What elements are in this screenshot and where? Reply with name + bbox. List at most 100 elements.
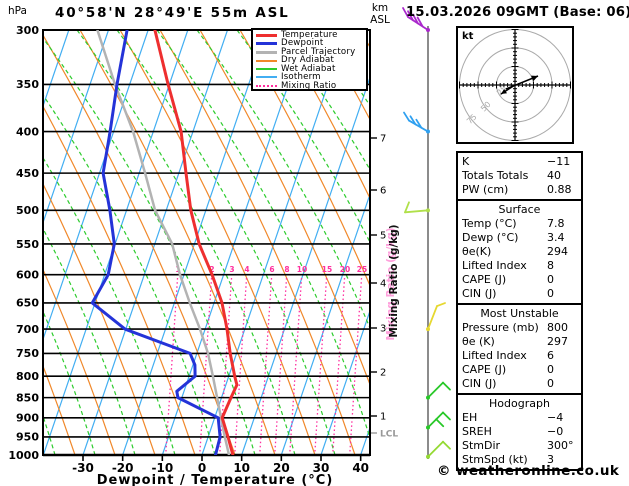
stat-row: Lifted Index 8	[458, 259, 581, 273]
stat-row: SREH −0	[458, 425, 581, 439]
stat-label: Lifted Index	[462, 349, 527, 362]
stat-label: SREH	[462, 425, 492, 438]
svg-text:25: 25	[357, 265, 367, 274]
temperature-axis: -30 -20 -10 0 10 20 30 40 Dewpoint / Temperature…	[72, 456, 369, 486]
most-unstable-box: Most Unstable Pressure (mb) 800 θe (K) 297…	[456, 303, 583, 395]
stat-row: Lifted Index 6	[458, 349, 581, 363]
svg-text:2: 2	[209, 265, 214, 274]
stat-value: 0.88	[547, 183, 572, 196]
stat-label: θe(K)	[462, 245, 492, 258]
wind-barb	[402, 7, 430, 32]
stat-value: 6	[547, 349, 554, 362]
stat-value: −0	[547, 425, 564, 438]
svg-text:600: 600	[16, 268, 39, 281]
stat-row: StmDir 300°	[458, 439, 581, 453]
stat-label: StmSpd (kt)	[462, 453, 528, 466]
stat-value: 0	[547, 363, 554, 376]
svg-text:650: 650	[16, 297, 39, 310]
svg-text:950: 950	[16, 431, 39, 444]
svg-text:900: 900	[16, 412, 39, 425]
stat-row: CAPE (J) 0	[458, 363, 581, 377]
surface-box: Surface Temp (°C) 7.8 Dewp (°C) 3.4 θe(K) 2…	[456, 199, 583, 305]
dewpoint-line-swatch	[256, 42, 277, 46]
svg-text:kt: kt	[462, 31, 474, 42]
legend-item-dry-adiabat: Dry Adiabat	[256, 56, 366, 64]
stat-value: 7.8	[547, 217, 565, 230]
pressure-grid	[42, 29, 371, 457]
stat-row: θe(K) 294	[458, 245, 581, 259]
stat-row: CAPE (J) 0	[458, 273, 581, 287]
hodograph-stats-box: Hodograph EH −4 SREH −0 StmDir 300° StmSpd …	[456, 393, 583, 471]
svg-text:Mixing Ratio (g/kg): Mixing Ratio (g/kg)	[385, 227, 397, 340]
temperature-curve	[153, 30, 239, 455]
wind-barb	[426, 411, 451, 430]
svg-text:700: 700	[16, 323, 39, 336]
mixing-ratio-line-swatch	[256, 84, 277, 87]
svg-text:550: 550	[16, 238, 39, 251]
svg-text:8: 8	[284, 265, 289, 274]
station-title: 40°58'N 28°49'E 55m ASL	[55, 5, 290, 21]
indices-box: K −11 Totals Totals 40 PW (cm) 0.88	[456, 151, 583, 201]
stat-label: θe (K)	[462, 335, 495, 348]
stat-value: 3.4	[547, 231, 565, 244]
stat-label: PW (cm)	[462, 183, 509, 196]
svg-text:0: 0	[198, 461, 206, 475]
stat-row: K −11	[458, 155, 581, 169]
legend-item-isotherm: Isotherm	[256, 73, 366, 81]
legend-label: Parcel Trajectory	[281, 46, 356, 57]
stats-panel: K −11 Totals Totals 40 PW (cm) 0.88 Surface…	[456, 151, 583, 471]
stat-value: 40	[547, 169, 561, 182]
svg-text:-30: -30	[72, 461, 94, 475]
altitude-unit-km: km	[371, 2, 389, 14]
stat-row: Temp (°C) 7.8	[458, 217, 581, 231]
isotherm-line-swatch	[256, 76, 277, 79]
wet-adiabat-line-swatch	[256, 67, 277, 70]
svg-text:1000: 1000	[8, 449, 39, 462]
svg-text:1: 1	[380, 412, 386, 423]
stat-value: 294	[547, 245, 568, 258]
stat-label: CIN (J)	[462, 287, 497, 300]
svg-text:6: 6	[380, 186, 386, 197]
stat-label: Temp (°C)	[462, 217, 517, 230]
stat-row: CIN (J) 0	[458, 377, 581, 391]
stat-label: StmDir	[462, 439, 501, 452]
svg-text:Dewpoint / Temperature (°C): Dewpoint / Temperature (°C)	[97, 473, 334, 486]
svg-text:750: 750	[16, 347, 39, 360]
stat-label: CAPE (J)	[462, 363, 507, 376]
svg-text:4: 4	[244, 265, 249, 274]
dewpoint-curve	[90, 30, 222, 455]
stat-value: 800	[547, 321, 568, 334]
svg-text:450: 450	[16, 167, 39, 180]
stat-value: 0	[547, 273, 554, 286]
wind-barb	[426, 302, 446, 332]
parcel-trajectory-curve	[96, 30, 231, 455]
svg-text:-20: -20	[112, 461, 134, 475]
stat-label: CIN (J)	[462, 377, 497, 390]
legend-label: Mixing Ratio	[281, 80, 337, 91]
svg-text:30: 30	[313, 461, 330, 475]
pressure-unit-label: hPa	[8, 5, 27, 17]
svg-text:50: 50	[479, 100, 493, 114]
stat-label: Pressure (mb)	[462, 321, 539, 334]
pressure-axis-labels: 300 350 400 450 500 550 600 650 700 750 800 850 900 9…	[8, 24, 39, 462]
km-axis: 7 6 5 4 3 2 1 LCL	[371, 134, 398, 440]
svg-text:300: 300	[16, 24, 39, 37]
stat-row: Pressure (mb) 800	[458, 321, 581, 335]
surface-header: Surface	[498, 203, 541, 216]
legend-item-parcel-trajectory: Parcel Trajectory	[256, 48, 366, 56]
svg-text:850: 850	[16, 391, 39, 404]
stat-value: 0	[547, 287, 554, 300]
svg-text:350: 350	[16, 78, 39, 91]
legend-label: Temperature	[281, 29, 338, 40]
svg-text:-10: -10	[151, 461, 173, 475]
svg-text:6: 6	[269, 265, 274, 274]
skewt-background	[43, 30, 370, 455]
stat-value: 300°	[547, 439, 574, 452]
wind-barb	[426, 381, 451, 400]
svg-text:3: 3	[229, 265, 234, 274]
svg-text:10: 10	[233, 461, 250, 475]
legend-item-mixing-ratio: Mixing Ratio	[256, 80, 366, 91]
